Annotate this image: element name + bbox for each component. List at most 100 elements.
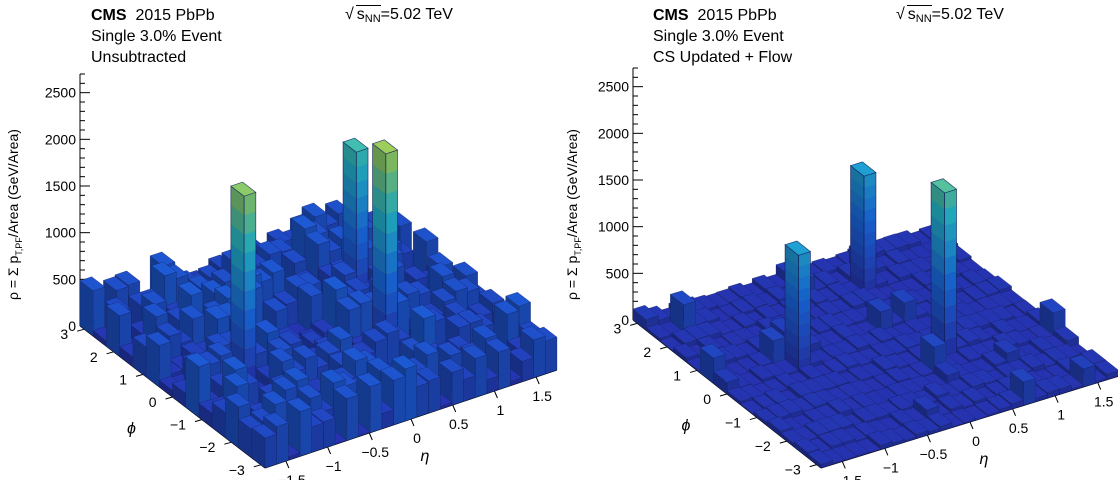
plot-header: CMS 2015 PbPb Single 3.0% Event CS Updat…	[653, 5, 792, 68]
phi-tick-label: 0	[149, 394, 157, 410]
z-axis-title: ρ = Σ pT,PF/Area (GeV/Area)	[564, 129, 583, 300]
phi-tick	[194, 419, 203, 423]
phi-tick-label: −3	[785, 462, 801, 478]
z-tick-label: 500	[53, 271, 77, 287]
phi-tick	[689, 369, 698, 373]
lego-bar	[1069, 354, 1096, 388]
eta-tick	[841, 461, 846, 469]
lego-bar	[286, 397, 313, 457]
z-axis-title: ρ = Σ pT,PF/Area (GeV/Area)	[5, 129, 24, 300]
lego-bar	[79, 276, 106, 337]
phi-tick-label: 2	[90, 349, 98, 365]
lego-bar	[866, 297, 893, 333]
eta-tick-label: −0.5	[361, 444, 389, 460]
phi-tick-label: 2	[643, 344, 651, 360]
phi-tick	[106, 351, 114, 355]
eta-tick-label: 0	[413, 430, 421, 446]
z-tick-label: 0	[621, 312, 629, 328]
lego-plot-cs-updated-flow: 0 500 1000 1500 2000 2500 −1.5 −1 −0.5 0 0.5 1 1.5 −3…	[598, 67, 1118, 480]
lego-bar	[356, 372, 383, 434]
lego-bar	[807, 449, 834, 469]
eta-axis-title: η	[421, 448, 430, 465]
eta-tick-label: −1	[883, 459, 899, 475]
z-tick-label: 2500	[45, 85, 76, 101]
phi-tick	[77, 328, 85, 332]
phi-axis-title: ϕ	[682, 417, 691, 434]
z-tick-label: 2500	[598, 79, 629, 95]
eta-tick-label: −1.5	[834, 472, 862, 480]
experiment-label: CMS	[91, 7, 127, 24]
phi-tick-label: 1	[119, 371, 127, 387]
eta-tick	[535, 376, 540, 385]
event-label: Single 3.0% Event	[653, 28, 784, 45]
lego-bar	[748, 364, 776, 384]
eta-tick-label: 0	[972, 433, 980, 449]
eta-tick	[285, 460, 290, 469]
eta-tick	[1012, 408, 1017, 417]
phi-tick	[719, 393, 728, 397]
z-tick-label: 1000	[598, 219, 629, 235]
spike-bar	[849, 161, 877, 294]
subtitle-label: CS Updated + Flow	[653, 49, 793, 66]
phi-tick	[630, 322, 638, 326]
eta-tick	[969, 421, 974, 430]
phi-tick-label: −2	[755, 438, 771, 454]
lego-bar	[332, 384, 359, 442]
phi-tick-label: 3	[613, 320, 621, 336]
dataset-label: 2015 PbPb	[697, 7, 777, 24]
eta-tick	[1097, 382, 1102, 390]
eta-tick-label: 1.5	[1094, 394, 1114, 410]
eta-tick	[327, 446, 332, 455]
energy-label: √ sNN=5.02 TeV	[345, 5, 453, 25]
phi-axis-title: ϕ	[127, 420, 136, 437]
lego-bars	[632, 161, 1118, 469]
phi-tick	[660, 346, 668, 350]
z-tick-label: 0	[68, 318, 76, 334]
phi-tick-label: −1	[725, 415, 741, 431]
axis-frame: 0 500 1000 1500 2000 2500 −1.5 −1 −0.5 0 0.5 1 1.5 −3…	[45, 73, 558, 480]
z-tick-label: 1500	[45, 178, 76, 194]
dataset-label: 2015 PbPb	[135, 7, 215, 24]
eta-axis-title: η	[980, 451, 989, 468]
energy-label: √ sNN=5.02 TeV	[896, 5, 1004, 25]
phi-tick	[253, 464, 261, 468]
lego-bar	[251, 423, 278, 469]
subtitle-label: Unsubtracted	[91, 49, 187, 66]
phi-tick-label: 3	[60, 326, 68, 342]
phi-tick	[779, 440, 787, 444]
eta-tick-label: 1.5	[532, 388, 552, 404]
z-tick-label: 1000	[45, 225, 76, 241]
phi-tick	[135, 373, 144, 377]
phi-tick-label: −2	[199, 439, 215, 455]
z-tick-label: 500	[606, 265, 630, 281]
spike-bar	[784, 240, 812, 373]
phi-tick-label: −3	[229, 462, 245, 478]
experiment-label: CMS	[653, 7, 689, 24]
event-label: Single 3.0% Event	[91, 28, 222, 45]
eta-tick-label: −0.5	[920, 446, 948, 462]
eta-tick	[926, 434, 931, 443]
lego-bars	[79, 137, 558, 469]
lego-bar	[438, 358, 465, 406]
z-tick-label: 1500	[598, 172, 629, 188]
phi-tick	[165, 396, 173, 400]
phi-tick-label: −1	[170, 417, 186, 433]
z-tick-label: 2000	[45, 131, 76, 147]
eta-tick	[493, 390, 498, 399]
eta-tick	[410, 418, 415, 427]
eta-tick	[884, 448, 889, 456]
spike-bar	[930, 178, 958, 358]
eta-tick	[452, 404, 457, 413]
spike-bar	[342, 137, 369, 307]
eta-tick	[1054, 395, 1059, 403]
phi-tick-label: 1	[673, 367, 681, 383]
lego-plot-unsubtracted: 0 500 1000 1500 2000 2500 −1.5 −1 −0.5 0 0.5 1 1.5 −3…	[45, 73, 558, 480]
eta-tick-label: 0.5	[1009, 420, 1029, 436]
phi-tick-label: 0	[703, 391, 711, 407]
eta-tick	[368, 432, 373, 441]
eta-tick-label: 1	[1057, 407, 1065, 423]
left-panel: 0 500 1000 1500 2000 2500 −1.5 −1 −0.5 0 0.5 1 1.5 −3…	[5, 5, 558, 480]
z-tick-label: 2000	[598, 125, 629, 141]
phi-tick	[224, 441, 232, 445]
eta-tick-label: −1	[326, 458, 342, 474]
